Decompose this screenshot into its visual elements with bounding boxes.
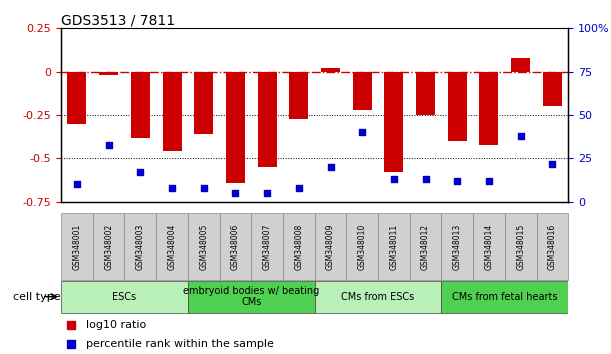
Point (230, 190, 240, 196)
Text: GSM348009: GSM348009 (326, 223, 335, 270)
Point (167, 185, 177, 191)
Bar (480, 72, 499, 144)
Point (136, 170, 145, 175)
FancyBboxPatch shape (125, 213, 156, 280)
Bar (258, 72, 277, 167)
Point (199, 185, 208, 191)
Point (262, 190, 272, 196)
FancyBboxPatch shape (156, 213, 188, 280)
Bar (290, 72, 309, 119)
Point (547, 161, 557, 166)
Bar (321, 68, 340, 72)
Text: GSM348013: GSM348013 (453, 223, 462, 270)
FancyBboxPatch shape (473, 213, 505, 280)
Text: GSM348010: GSM348010 (357, 223, 367, 270)
Point (294, 185, 304, 191)
FancyBboxPatch shape (441, 281, 568, 313)
Text: log10 ratio: log10 ratio (87, 320, 147, 330)
Point (104, 142, 114, 147)
FancyBboxPatch shape (536, 213, 568, 280)
FancyBboxPatch shape (61, 281, 188, 313)
Text: GSM348005: GSM348005 (199, 223, 208, 270)
FancyBboxPatch shape (188, 213, 219, 280)
Text: GSM348016: GSM348016 (548, 223, 557, 270)
FancyBboxPatch shape (441, 213, 473, 280)
Text: GDS3513 / 7811: GDS3513 / 7811 (61, 13, 175, 27)
Bar (384, 72, 403, 172)
FancyBboxPatch shape (315, 213, 346, 280)
Text: GSM348002: GSM348002 (104, 223, 113, 270)
Bar (67, 72, 87, 124)
Bar (543, 72, 562, 106)
FancyBboxPatch shape (378, 213, 410, 280)
Text: GSM348014: GSM348014 (485, 223, 494, 270)
Text: embryoid bodies w/ beating
CMs: embryoid bodies w/ beating CMs (183, 286, 320, 308)
Point (389, 176, 399, 182)
FancyBboxPatch shape (251, 213, 283, 280)
Text: GSM348012: GSM348012 (421, 223, 430, 270)
FancyBboxPatch shape (61, 213, 93, 280)
Bar (194, 72, 213, 134)
FancyBboxPatch shape (283, 213, 315, 280)
Bar (226, 72, 245, 183)
Text: CMs from fetal hearts: CMs from fetal hearts (452, 292, 558, 302)
FancyBboxPatch shape (505, 213, 536, 280)
Point (452, 178, 462, 184)
Text: GSM348011: GSM348011 (389, 223, 398, 270)
FancyBboxPatch shape (219, 213, 251, 280)
Text: GSM348004: GSM348004 (167, 223, 177, 270)
Text: percentile rank within the sample: percentile rank within the sample (87, 339, 274, 349)
Bar (511, 58, 530, 72)
FancyBboxPatch shape (93, 213, 125, 280)
Text: GSM348008: GSM348008 (295, 223, 303, 270)
Point (484, 178, 494, 184)
Bar (353, 72, 371, 110)
Text: GSM348007: GSM348007 (263, 223, 272, 270)
Text: cell type: cell type (13, 292, 61, 302)
Bar (131, 72, 150, 138)
FancyBboxPatch shape (315, 281, 441, 313)
Text: GSM348015: GSM348015 (516, 223, 525, 270)
FancyBboxPatch shape (188, 281, 315, 313)
Text: GSM348003: GSM348003 (136, 223, 145, 270)
Point (421, 176, 431, 182)
Bar (163, 72, 181, 152)
Point (72, 182, 82, 187)
Point (357, 130, 367, 135)
FancyBboxPatch shape (346, 213, 378, 280)
Text: GSM348001: GSM348001 (73, 223, 81, 270)
Point (516, 133, 525, 139)
Bar (448, 72, 467, 141)
Text: CMs from ESCs: CMs from ESCs (342, 292, 415, 302)
Bar (99, 72, 118, 75)
Bar (416, 72, 435, 115)
Text: ESCs: ESCs (112, 292, 136, 302)
Point (326, 164, 335, 170)
Text: GSM348006: GSM348006 (231, 223, 240, 270)
FancyBboxPatch shape (410, 213, 441, 280)
